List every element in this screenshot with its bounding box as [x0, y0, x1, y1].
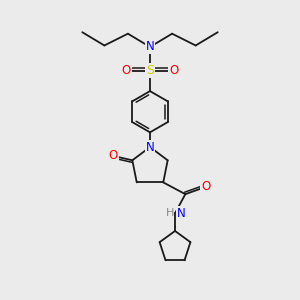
Text: H: H	[166, 208, 174, 218]
Text: O: O	[109, 149, 118, 162]
Text: N: N	[176, 207, 185, 220]
Text: O: O	[122, 64, 131, 77]
Text: N: N	[146, 141, 154, 154]
Text: S: S	[146, 64, 154, 77]
Text: N: N	[146, 40, 154, 53]
Text: O: O	[201, 180, 211, 193]
Text: O: O	[169, 64, 178, 77]
